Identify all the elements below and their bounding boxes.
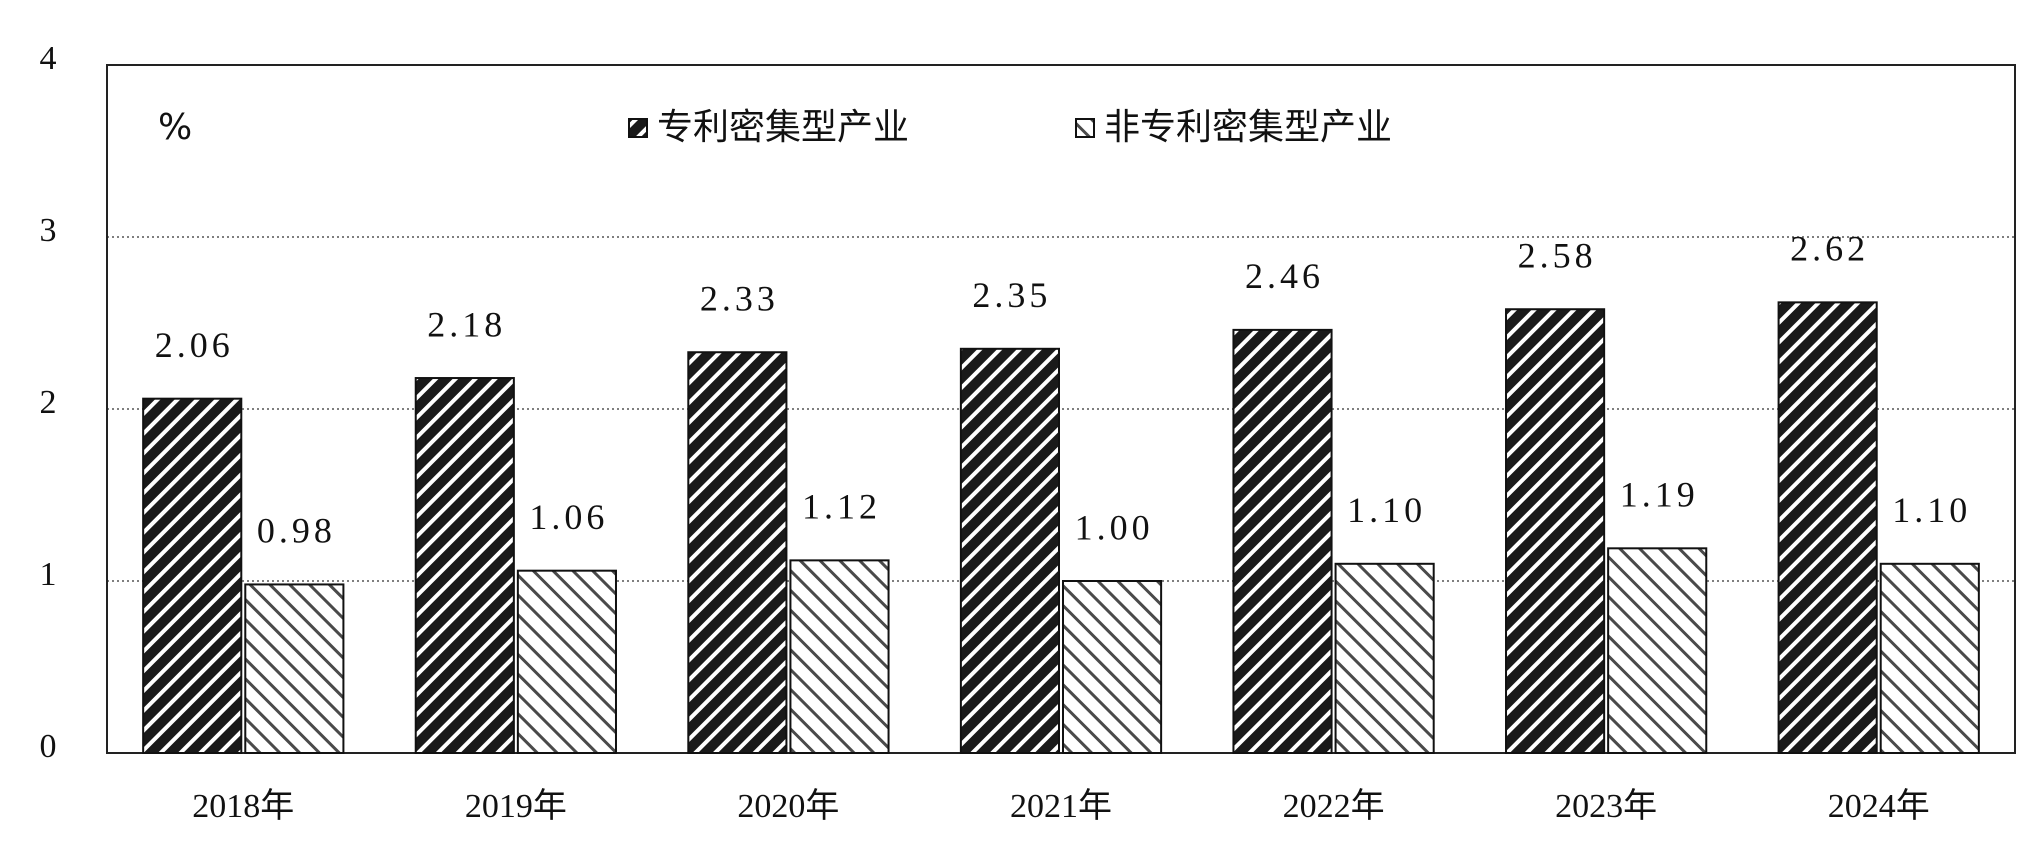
data-label: 2.62 <box>1790 229 1869 269</box>
bar <box>244 583 345 754</box>
x-tick-label: 2019年 <box>465 787 567 825</box>
data-label: 1.00 <box>1075 507 1154 547</box>
bar <box>1879 562 1980 754</box>
legend-swatch <box>628 118 648 138</box>
bar <box>789 559 890 754</box>
unit-label: % <box>158 107 192 148</box>
data-label: 1.10 <box>1892 490 1971 530</box>
y-tick-label: 0 <box>40 728 57 765</box>
data-label: 2.06 <box>155 325 234 365</box>
bar <box>1505 308 1606 754</box>
bar <box>687 351 788 754</box>
y-tick-label: 4 <box>40 40 57 77</box>
bar <box>1062 580 1163 754</box>
data-label: 1.12 <box>802 487 881 527</box>
bar <box>1232 328 1333 754</box>
bar <box>1334 562 1435 754</box>
x-tick-label: 2022年 <box>1283 787 1385 825</box>
x-tick-label: 2021年 <box>1010 787 1112 825</box>
y-tick-label: 1 <box>40 556 57 593</box>
legend-label: 非专利密集型产业 <box>1104 107 1392 148</box>
data-label: 0.98 <box>257 511 336 551</box>
data-label: 2.33 <box>700 279 779 319</box>
data-label: 2.35 <box>972 275 1051 315</box>
data-label: 1.06 <box>529 497 608 537</box>
bar <box>1607 547 1708 754</box>
plot-frame <box>106 64 2016 754</box>
bar <box>142 397 243 754</box>
data-label: 1.10 <box>1347 490 1426 530</box>
y-tick-label: 3 <box>40 212 57 249</box>
x-tick-label: 2020年 <box>737 787 839 825</box>
bar <box>1777 301 1878 754</box>
x-tick-label: 2024年 <box>1828 787 1930 825</box>
data-label: 2.58 <box>1518 236 1597 276</box>
bar <box>959 347 1060 754</box>
data-label: 2.18 <box>427 304 506 344</box>
data-label: 1.19 <box>1620 475 1699 515</box>
bar <box>516 569 617 754</box>
x-tick-label: 2018年 <box>192 787 294 825</box>
bar <box>414 377 515 754</box>
x-tick-label: 2023年 <box>1555 787 1657 825</box>
data-label: 2.46 <box>1245 256 1324 296</box>
legend-label: 专利密集型产业 <box>657 107 909 148</box>
legend-swatch <box>1075 118 1095 138</box>
y-tick-label: 2 <box>40 384 57 421</box>
